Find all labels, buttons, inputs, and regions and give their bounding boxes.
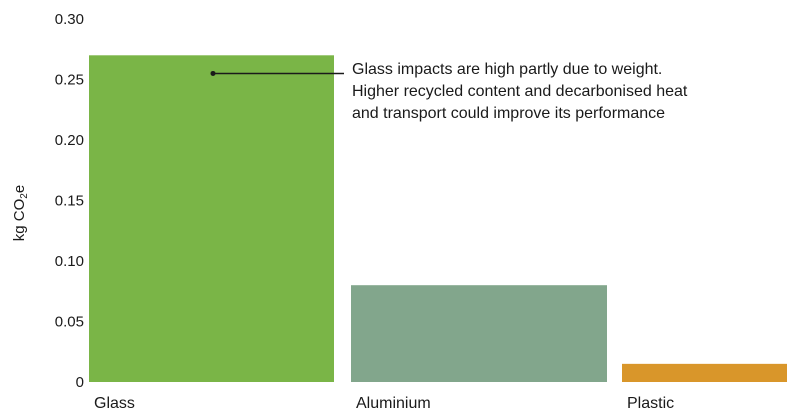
y-tick-label: 0.05 bbox=[55, 314, 84, 331]
y-tick-label: 0.15 bbox=[55, 193, 84, 210]
y-axis-ticks: 0 0.05 0.10 0.15 0.20 0.25 0.30 bbox=[55, 11, 84, 391]
y-tick-label: 0.30 bbox=[55, 11, 84, 28]
bar-glass bbox=[89, 55, 334, 383]
annotation: Glass impacts are high partly due to wei… bbox=[210, 61, 688, 122]
category-label-plastic: Plastic bbox=[627, 395, 674, 410]
annotation-text-line: Higher recycled content and decarbonised… bbox=[352, 83, 688, 100]
y-tick-label: 0.20 bbox=[55, 132, 84, 149]
annotation-text-line: and transport could improve its performa… bbox=[352, 105, 665, 122]
category-labels: Glass Aluminium Plastic bbox=[94, 395, 674, 410]
y-tick-label: 0 bbox=[76, 374, 84, 391]
y-axis-title: kg CO2e bbox=[11, 185, 30, 241]
category-label-aluminium: Aluminium bbox=[356, 395, 431, 410]
bar-aluminium bbox=[351, 285, 607, 382]
y-tick-label: 0.25 bbox=[55, 72, 84, 89]
bars bbox=[89, 55, 787, 383]
annotation-dot bbox=[210, 70, 216, 76]
category-label-glass: Glass bbox=[94, 395, 135, 410]
y-tick-label: 0.10 bbox=[55, 253, 84, 270]
annotation-text-line: Glass impacts are high partly due to wei… bbox=[352, 61, 662, 78]
bar-plastic bbox=[622, 363, 787, 382]
